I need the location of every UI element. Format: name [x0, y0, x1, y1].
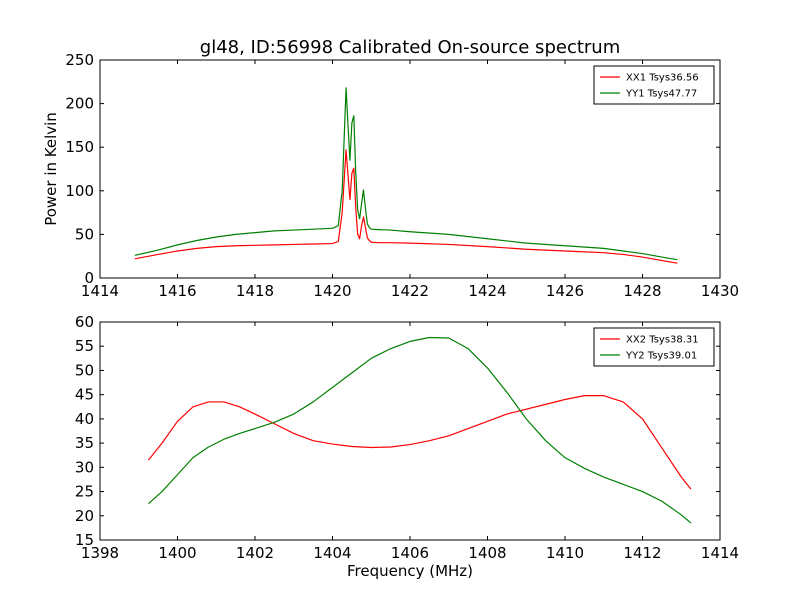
chart-2-legend-label-1: XX2 Tsys38.31 [626, 335, 699, 346]
chart-2-ytick-label: 40 [75, 410, 94, 428]
chart-1-y-axis-label: Power in Kelvin [42, 112, 60, 226]
chart-1-xtick-label: 1418 [236, 282, 274, 300]
chart-2-ytick-label: 20 [75, 507, 94, 525]
chart-2-xtick-label: 1412 [623, 544, 661, 562]
chart-1-series-line-2 [134, 87, 678, 261]
chart-2-x-axis-label: Frequency (MHz) [347, 562, 473, 580]
chart-2-xtick-label: 1400 [158, 544, 196, 562]
chart-1-ytick-label: 150 [65, 138, 94, 156]
chart-1-ytick-label: 250 [65, 51, 94, 69]
chart-1-xtick-label: 1414 [81, 282, 119, 300]
chart-2-xtick-label: 1410 [546, 544, 584, 562]
chart-2-xtick-label: 1404 [313, 544, 351, 562]
chart-1-legend-label-2: YY1 Tsys47.77 [625, 89, 697, 100]
chart-2-xtick-label: 1414 [701, 544, 739, 562]
chart-2-series-line-1 [147, 395, 692, 490]
chart-1-ytick-label: 0 [84, 269, 94, 287]
chart-1-xtick-label: 1420 [313, 282, 351, 300]
chart-2-legend-label-2: YY2 Tsys39.01 [625, 351, 697, 362]
chart-1-legend-box [593, 65, 715, 105]
chart-1-ytick-label: 100 [65, 182, 94, 200]
chart-1-legend-label-1: XX1 Tsys36.56 [626, 73, 699, 84]
chart-1: 1414 1416 1418 1420 1422 1424 1426 1428 1430 0 50 1… [42, 51, 739, 300]
chart-2-ytick-label: 25 [75, 483, 94, 501]
chart-1-series-line-1 [134, 149, 678, 264]
chart-1-xtick-label: 1422 [391, 282, 429, 300]
chart-2-ytick-label: 35 [75, 434, 94, 452]
chart-2-ytick-label: 60 [75, 313, 94, 331]
plot-layer: 1414 1416 1418 1420 1422 1424 1426 1428 14300501… [42, 51, 739, 580]
chart-1-legend: XX1 Tsys36.56 YY1 Tsys47.77 [593, 65, 715, 105]
chart-2-ytick-label: 45 [75, 386, 94, 404]
chart-1-ytick-label: 200 [65, 95, 94, 113]
chart-2-ytick-label: 30 [75, 458, 94, 476]
chart-1-ytick-label: 50 [75, 225, 94, 243]
chart-2-xtick-label: 1402 [236, 544, 274, 562]
chart-1-xtick-label: 1426 [546, 282, 584, 300]
chart-2-ytick-label: 55 [75, 337, 94, 355]
chart-2: 1398 1400 1402 1404 1406 1408 1410 1412 1414 15 20… [75, 313, 739, 580]
chart-2-ytick-label: 15 [75, 531, 94, 549]
figure-title: gl48, ID:56998 Calibrated On-source spec… [200, 37, 620, 58]
chart-2-legend: XX2 Tsys38.31 YY2 Tsys39.01 [593, 327, 715, 367]
chart-2-xtick-label: 1398 [81, 544, 119, 562]
chart-1-xtick-label: 1430 [701, 282, 739, 300]
chart-2-xtick-label: 1406 [391, 544, 429, 562]
chart-2-legend-box [593, 327, 715, 367]
chart-2-xtick-label: 1408 [468, 544, 506, 562]
chart-2-series-line-2 [148, 336, 692, 524]
chart-1-xtick-label: 1424 [468, 282, 506, 300]
chart-1-xtick-label: 1416 [158, 282, 196, 300]
chart-1-xtick-label: 1428 [623, 282, 661, 300]
chart-2-ytick-label: 50 [75, 361, 94, 379]
